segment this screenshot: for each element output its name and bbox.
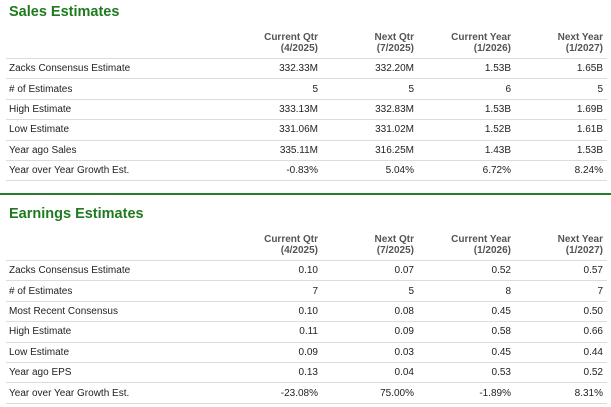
value-cell: 7 (241, 280, 322, 302)
value-cell: 5 (515, 78, 607, 100)
header-next-qtr: Next Qtr (7/2025) (374, 234, 414, 256)
value-cell: 8 (418, 280, 515, 302)
earnings-estimates-title: Earnings Estimates (9, 206, 144, 222)
value-cell: 1.61B (515, 119, 607, 141)
value-cell: 0.50 (515, 300, 607, 322)
header-label-cell (6, 30, 241, 59)
value-cell: 8.31% (515, 382, 607, 404)
table-row: Year over Year Growth Est. -0.83% 5.04% … (6, 159, 607, 182)
value-cell: 1.65B (515, 57, 607, 79)
table-row: Year ago Sales 335.11M 316.25M 1.43B 1.5… (6, 139, 607, 161)
header-current-qtr: Current Qtr (4/2025) (264, 234, 318, 256)
value-cell: -0.83% (241, 159, 322, 182)
table-row: Year ago EPS 0.13 0.04 0.53 0.52 (6, 361, 607, 383)
sales-estimates-section: Sales Estimates Current Qtr (4/2025) Next… (0, 0, 611, 196)
table-row: Low Estimate 0.09 0.03 0.45 0.44 (6, 341, 607, 363)
value-cell: 0.53 (418, 361, 515, 383)
value-cell: 0.09 (322, 321, 418, 343)
value-cell: 75.00% (322, 382, 418, 404)
value-cell: 1.43B (418, 139, 515, 161)
value-cell: 0.52 (418, 259, 515, 281)
row-label: Year over Year Growth Est. (6, 382, 241, 404)
value-cell: 332.83M (322, 98, 418, 120)
header-current-qtr: Current Qtr (4/2025) (264, 32, 318, 54)
row-label: Year ago EPS (6, 361, 241, 383)
value-cell: 331.06M (241, 119, 322, 141)
value-cell: 5 (322, 78, 418, 100)
table-row: Zacks Consensus Estimate 332.33M 332.20M… (6, 57, 607, 79)
value-cell: 0.08 (322, 300, 418, 322)
header-next-year: Next Year (1/2027) (557, 32, 603, 54)
value-cell: 0.52 (515, 361, 607, 383)
value-cell: 0.45 (418, 300, 515, 322)
value-cell: 1.53B (515, 139, 607, 161)
sales-estimates-title: Sales Estimates (9, 4, 120, 20)
value-cell: 8.24% (515, 159, 607, 182)
value-cell: 0.58 (418, 321, 515, 343)
row-label: Most Recent Consensus (6, 300, 241, 322)
row-label: Zacks Consensus Estimate (6, 259, 241, 281)
value-cell: 333.13M (241, 98, 322, 120)
value-cell: 6 (418, 78, 515, 100)
table-row: # of Estimates 5 5 6 5 (6, 78, 607, 100)
value-cell: 0.03 (322, 341, 418, 363)
header-current-year: Current Year (1/2026) (451, 234, 511, 256)
value-cell: -1.89% (418, 382, 515, 404)
table-row: Low Estimate 331.06M 331.02M 1.52B 1.61B (6, 119, 607, 141)
row-label: Year over Year Growth Est. (6, 159, 241, 182)
value-cell: 5 (322, 280, 418, 302)
value-cell: 331.02M (322, 119, 418, 141)
table-row: Most Recent Consensus 0.10 0.08 0.45 0.5… (6, 300, 607, 322)
value-cell: 1.53B (418, 57, 515, 79)
value-cell: 0.04 (322, 361, 418, 383)
value-cell: 0.11 (241, 321, 322, 343)
row-label: # of Estimates (6, 280, 241, 302)
table-row: High Estimate 0.11 0.09 0.58 0.66 (6, 321, 607, 343)
header-next-qtr: Next Qtr (7/2025) (374, 32, 414, 54)
row-label: Low Estimate (6, 119, 241, 141)
row-label: Low Estimate (6, 341, 241, 363)
value-cell: -23.08% (241, 382, 322, 404)
value-cell: 0.07 (322, 259, 418, 281)
table-row: Zacks Consensus Estimate 0.10 0.07 0.52 … (6, 259, 607, 281)
value-cell: 0.10 (241, 259, 322, 281)
row-label: # of Estimates (6, 78, 241, 100)
earnings-estimates-table: Current Qtr (4/2025) Next Qtr (7/2025) Cur… (6, 232, 607, 404)
value-cell: 335.11M (241, 139, 322, 161)
value-cell: 1.69B (515, 98, 607, 120)
value-cell: 332.33M (241, 57, 322, 79)
value-cell: 1.53B (418, 98, 515, 120)
value-cell: 0.66 (515, 321, 607, 343)
value-cell: 7 (515, 280, 607, 302)
sales-estimates-table: Current Qtr (4/2025) Next Qtr (7/2025) Cur… (6, 30, 607, 182)
value-cell: 0.57 (515, 259, 607, 281)
row-label: Year ago Sales (6, 139, 241, 161)
value-cell: 0.10 (241, 300, 322, 322)
row-label: Zacks Consensus Estimate (6, 57, 241, 79)
header-next-year: Next Year (1/2027) (557, 234, 603, 256)
value-cell: 332.20M (322, 57, 418, 79)
table-row: Year over Year Growth Est. -23.08% 75.00… (6, 382, 607, 404)
value-cell: 0.45 (418, 341, 515, 363)
value-cell: 0.09 (241, 341, 322, 363)
header-label-cell (6, 232, 241, 261)
value-cell: 1.52B (418, 119, 515, 141)
value-cell: 5 (241, 78, 322, 100)
row-label: High Estimate (6, 98, 241, 120)
header-current-year: Current Year (1/2026) (451, 32, 511, 54)
table-header-row: Current Qtr (4/2025) Next Qtr (7/2025) Cur… (6, 30, 607, 59)
table-row: # of Estimates 7 5 8 7 (6, 280, 607, 302)
earnings-estimates-section: Earnings Estimates Current Qtr (4/2025) N… (0, 193, 611, 407)
value-cell: 0.44 (515, 341, 607, 363)
value-cell: 6.72% (418, 159, 515, 182)
value-cell: 5.04% (322, 159, 418, 182)
row-label: High Estimate (6, 321, 241, 343)
value-cell: 0.13 (241, 361, 322, 383)
table-header-row: Current Qtr (4/2025) Next Qtr (7/2025) Cur… (6, 232, 607, 261)
table-row: High Estimate 333.13M 332.83M 1.53B 1.69… (6, 98, 607, 120)
value-cell: 316.25M (322, 139, 418, 161)
